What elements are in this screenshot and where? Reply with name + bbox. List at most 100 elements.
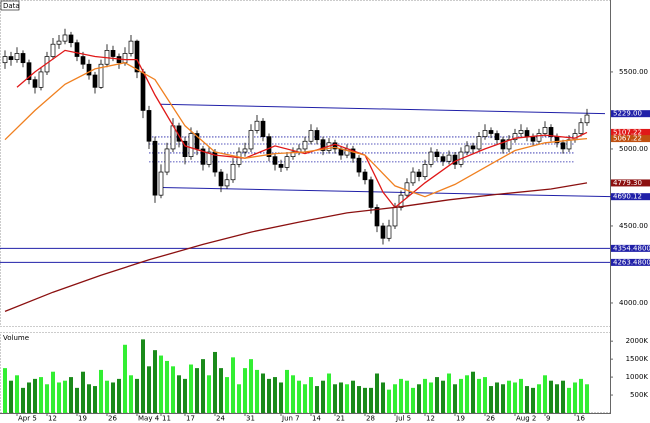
candle-body xyxy=(152,140,158,196)
candle-body xyxy=(452,154,458,165)
volume-bar xyxy=(105,380,109,413)
candle-body xyxy=(410,171,416,184)
volume-bar xyxy=(9,380,13,413)
volume-bar xyxy=(357,386,361,413)
x-tick-label: Apr 5 xyxy=(18,415,37,423)
volume-bar xyxy=(141,339,145,413)
candle-body xyxy=(542,127,548,134)
volume-bar xyxy=(63,380,67,413)
candle-body xyxy=(584,114,590,124)
x-tick-label: Jul 5 xyxy=(395,415,411,423)
candle-body xyxy=(62,34,68,42)
volume-bar xyxy=(303,384,307,413)
x-tick-label: Jun 7 xyxy=(281,415,300,423)
candle-body xyxy=(374,207,380,227)
volume-bar xyxy=(579,378,583,413)
candle-body xyxy=(440,156,446,162)
candle-body xyxy=(302,140,308,150)
candle-body xyxy=(578,122,584,134)
price-label: 4690.12 xyxy=(613,193,642,201)
volume-tick-label: 1000K xyxy=(626,373,649,381)
x-tick-label: 26 xyxy=(108,415,117,423)
volume-bar xyxy=(477,378,481,413)
candle-body xyxy=(446,154,452,162)
volume-bar xyxy=(111,382,115,413)
x-tick-label: 14 xyxy=(312,415,321,423)
candle-body xyxy=(278,163,284,168)
candle-body xyxy=(470,145,476,150)
candle-body xyxy=(2,56,8,64)
volume-bar xyxy=(129,375,133,413)
candle-body xyxy=(32,79,38,88)
x-tick-label: 16 xyxy=(576,415,585,423)
candle-body xyxy=(272,156,278,165)
volume-tick-label: 500K xyxy=(630,391,648,399)
volume-bar xyxy=(195,368,199,413)
channel-line xyxy=(160,103,606,115)
candle-body xyxy=(260,120,266,137)
volume-bar xyxy=(171,366,175,413)
volume-bar xyxy=(57,382,61,413)
candle-body xyxy=(266,136,272,157)
x-tick-label: 12 xyxy=(426,415,435,423)
candle-body xyxy=(380,225,386,239)
x-tick-label: 19 xyxy=(456,415,465,423)
candle-body xyxy=(92,74,98,88)
volume-bar xyxy=(309,377,313,413)
volume-bar xyxy=(417,384,421,413)
candle-body xyxy=(332,142,338,150)
price-label-box xyxy=(611,193,650,201)
price-label-box xyxy=(611,128,650,136)
candle-body xyxy=(26,62,32,80)
volume-bar xyxy=(201,359,205,413)
volume-bar xyxy=(333,384,337,413)
candle-body xyxy=(350,148,356,159)
candle-body xyxy=(20,53,26,64)
candle-body xyxy=(308,130,314,142)
volume-bar xyxy=(93,386,97,413)
chart-title: Data xyxy=(3,2,20,10)
volume-bar xyxy=(279,382,283,413)
y-tick-label: 4500.00 xyxy=(619,222,648,230)
title-box xyxy=(0,0,20,11)
volume-bar xyxy=(339,382,343,413)
candle-body xyxy=(428,151,434,165)
candle-body xyxy=(164,148,170,173)
candle-body xyxy=(110,50,116,57)
volume-bar xyxy=(249,359,253,413)
volume-bar xyxy=(207,375,211,413)
candle-body xyxy=(494,133,500,141)
candle-body xyxy=(74,42,80,57)
volume-bar xyxy=(3,368,7,413)
candle-body xyxy=(218,171,224,187)
volume-bar xyxy=(225,377,229,413)
candle-body xyxy=(134,40,140,73)
volume-bar xyxy=(285,369,289,413)
volume-bar xyxy=(465,375,469,413)
volume-bar xyxy=(459,378,463,413)
volume-bar xyxy=(381,382,385,413)
candle-body xyxy=(518,130,524,134)
candle-body xyxy=(14,53,20,60)
volume-bar xyxy=(411,387,415,413)
candle-body xyxy=(386,225,392,239)
candle-body xyxy=(368,179,374,208)
channel-line xyxy=(160,186,612,198)
x-tick-label: 21 xyxy=(336,415,345,423)
candle-body xyxy=(404,182,410,196)
x-tick-label: 11 xyxy=(162,415,171,423)
price-label-box xyxy=(611,244,650,252)
candle-body xyxy=(146,110,152,142)
candle-body xyxy=(188,133,194,157)
candle-body xyxy=(548,127,554,137)
candle-body xyxy=(362,171,368,181)
volume-bar xyxy=(81,371,85,413)
x-tick-label: 9 xyxy=(546,415,550,423)
volume-bar xyxy=(153,350,157,413)
volume-bar xyxy=(123,344,127,413)
x-tick-label: Aug 2 xyxy=(516,415,536,423)
price-label: 4263.4800 xyxy=(613,258,650,266)
volume-tick-label: 2000K xyxy=(626,337,649,345)
